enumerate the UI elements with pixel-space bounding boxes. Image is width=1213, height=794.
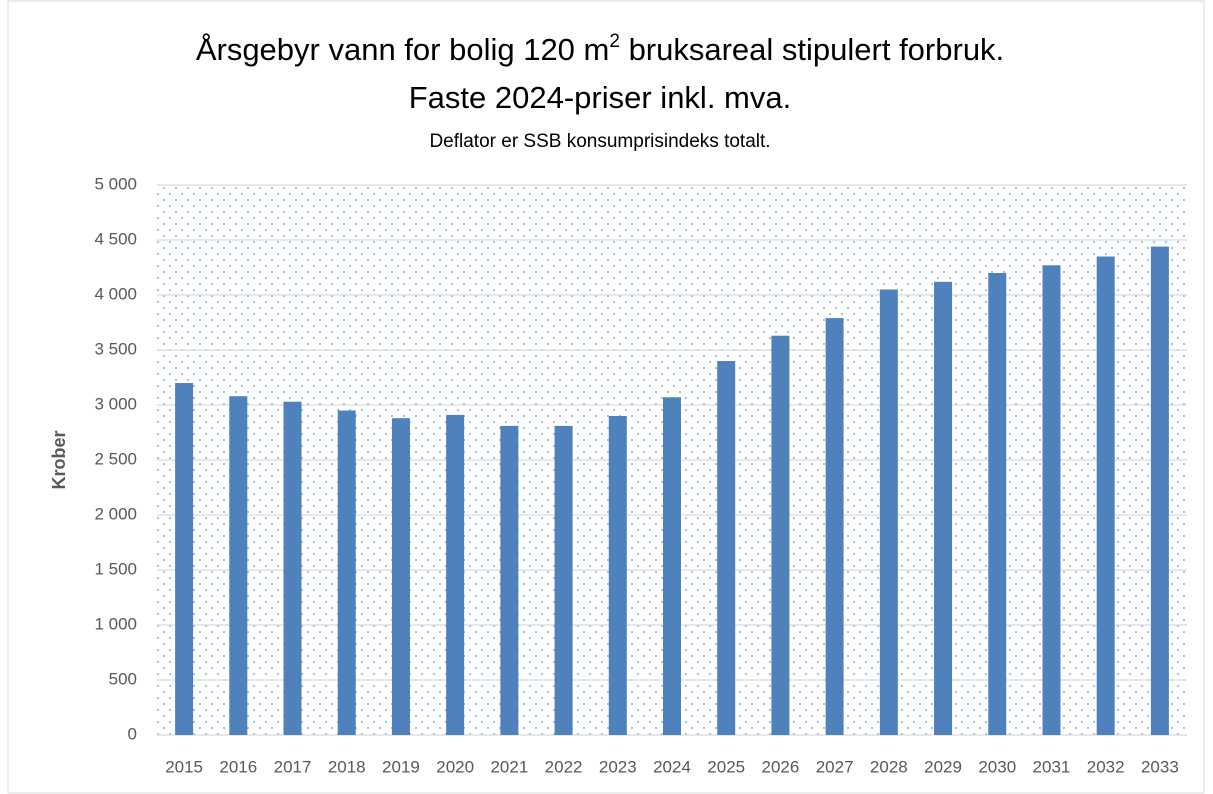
bar: [446, 414, 465, 735]
x-tick-label: 2033: [1141, 757, 1179, 776]
x-tick-label: 2030: [978, 757, 1016, 776]
bar: [717, 361, 736, 735]
y-tick-label: 2 500: [94, 449, 137, 468]
x-tick-label: 2023: [599, 757, 637, 776]
x-tick-label: 2024: [653, 757, 691, 776]
y-tick-label: 4 000: [94, 284, 137, 303]
y-tick-label: 500: [109, 669, 137, 688]
bar: [391, 418, 410, 735]
bar: [663, 397, 681, 735]
y-axis-label: Krober: [49, 430, 69, 489]
x-tick-label: 2028: [870, 757, 908, 776]
bar: [1150, 246, 1169, 735]
bar: [608, 416, 627, 735]
x-tick-label: 2016: [219, 757, 257, 776]
y-tick-label: 2 000: [94, 504, 137, 523]
title-part: bruksareal stipulert forbruk.: [620, 32, 1004, 67]
x-tick-label: 2025: [707, 757, 745, 776]
x-tick-label: 2018: [328, 757, 366, 776]
bar: [229, 396, 248, 735]
bar: [771, 335, 790, 735]
y-tick-label: 4 500: [94, 229, 137, 248]
bar: [825, 318, 844, 735]
title-part: Årsgebyr vann for bolig 120 m: [196, 32, 610, 67]
x-tick-label: 2032: [1087, 757, 1125, 776]
x-tick-label: 2029: [924, 757, 962, 776]
bar: [337, 410, 356, 735]
bar: [554, 425, 573, 735]
bar: [283, 401, 302, 735]
bar: [879, 289, 898, 735]
x-tick-label: 2015: [165, 757, 203, 776]
y-tick-label: 1 000: [94, 614, 137, 633]
x-tick-label: 2017: [274, 757, 312, 776]
x-tick-label: 2031: [1033, 757, 1071, 776]
x-tick-label: 2019: [382, 757, 420, 776]
y-tick-label: 1 500: [94, 559, 137, 578]
bar: [988, 273, 1007, 735]
title-superscript: 2: [609, 31, 620, 52]
x-tick-label: 2026: [762, 757, 800, 776]
y-tick-label: 5 000: [94, 174, 137, 193]
x-tick-label: 2020: [436, 757, 474, 776]
bar: [500, 425, 519, 735]
y-tick-label: 0: [128, 724, 137, 743]
x-tick-label: 2022: [545, 757, 583, 776]
chart-title-line2: Faste 2024-priser inkl. mva.: [409, 80, 791, 115]
x-tick-label: 2021: [490, 757, 528, 776]
y-tick-label: 3 500: [94, 339, 137, 358]
bar: [934, 281, 953, 735]
x-tick-label: 2027: [816, 757, 854, 776]
bar: [175, 383, 194, 735]
chart-subtitle: Deflator er SSB konsumprisindeks totalt.: [429, 131, 770, 152]
y-tick-label: 3 000: [94, 394, 137, 413]
bar: [1042, 265, 1061, 735]
bar: [1096, 256, 1115, 735]
chart-title: Årsgebyr vann for bolig 120 m2 bruksarea…: [196, 31, 1004, 67]
